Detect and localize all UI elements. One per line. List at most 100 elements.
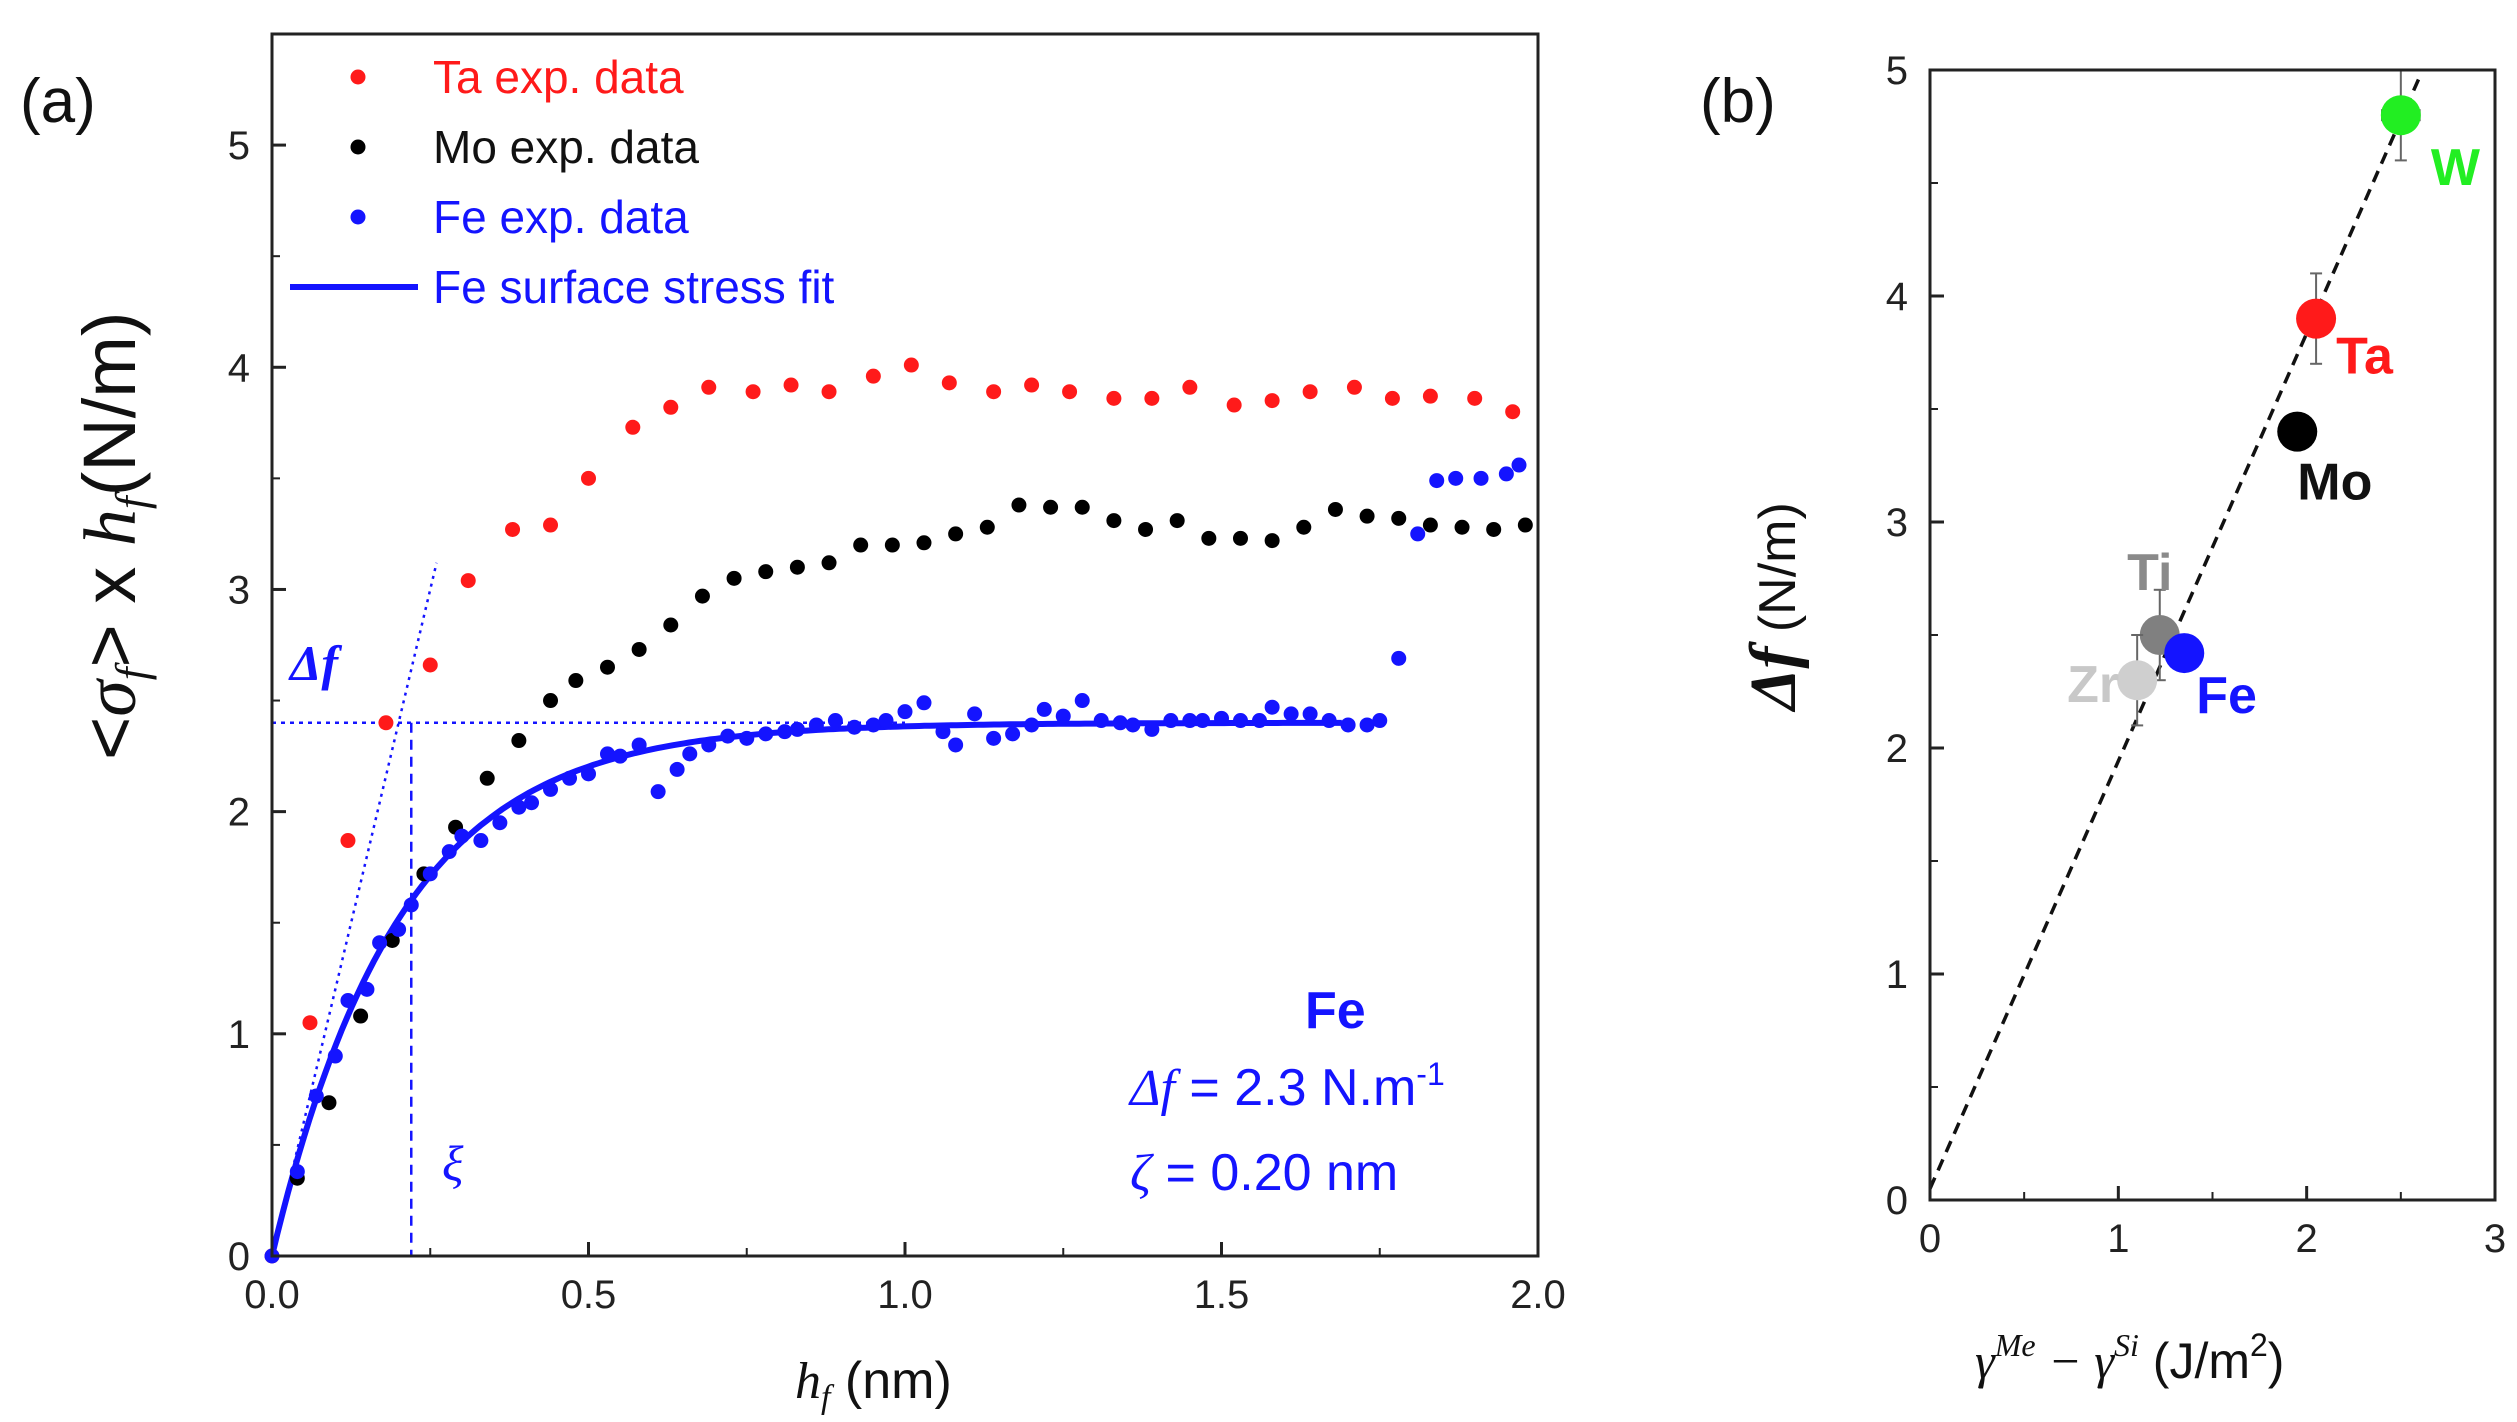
legend-mo-label: Mo exp. data bbox=[433, 121, 699, 173]
mo-data-point bbox=[1106, 513, 1122, 529]
fe-data-point bbox=[1251, 713, 1267, 729]
ta-data-point bbox=[1467, 390, 1483, 406]
fe-data-point bbox=[492, 815, 508, 831]
ta-data-point bbox=[663, 399, 679, 415]
mo-data-point bbox=[979, 519, 995, 535]
panel-a-ylabel: <σf> x hf(N/m) bbox=[68, 311, 157, 760]
element-label-mo: Mo bbox=[2297, 454, 2372, 512]
mo-data-point bbox=[384, 933, 400, 949]
fe-data-point bbox=[878, 713, 894, 729]
fe-data-point bbox=[1302, 706, 1318, 722]
ta-data-point bbox=[865, 368, 881, 384]
element-point-zr bbox=[2117, 660, 2158, 701]
y-tick-label: 2 bbox=[228, 791, 250, 835]
ta-data-point bbox=[340, 833, 356, 849]
mo-data-point bbox=[789, 559, 805, 575]
mo-data-point bbox=[1232, 530, 1248, 546]
fe-data-point bbox=[827, 713, 843, 729]
fe-data-point bbox=[454, 828, 470, 844]
fe-data-point bbox=[967, 706, 983, 722]
ta-data-point bbox=[783, 377, 799, 393]
ta-data-point bbox=[1226, 397, 1242, 413]
panel-b: (b) Δf (N/m) γMe − γSi (J/m2) W Ta Mo Ti Fe Z… bbox=[1700, 49, 2506, 1389]
fe-data-point bbox=[289, 1164, 305, 1180]
ta-data-point bbox=[1264, 393, 1280, 409]
fe-data-point bbox=[359, 981, 375, 997]
fe-data-point bbox=[327, 1048, 343, 1064]
ta-data-point bbox=[460, 573, 476, 589]
fe-data-point bbox=[669, 761, 685, 777]
ta-data-point bbox=[625, 419, 641, 435]
fe-data-point bbox=[739, 730, 755, 746]
panel-a: (a) <σf> x hf(N/m) hf (nm) 0.0 0.5 1.0 1.5 2… bbox=[20, 32, 1566, 1416]
mo-data-point bbox=[1517, 517, 1533, 533]
fe-data-point bbox=[1036, 701, 1052, 717]
fe-data-point bbox=[1448, 470, 1464, 486]
mo-data-point bbox=[1486, 521, 1502, 537]
fe-data-point bbox=[701, 737, 717, 753]
mo-data-point bbox=[511, 733, 527, 749]
mo-data-point bbox=[694, 588, 710, 604]
y-tick-label: 0 bbox=[1886, 1179, 1908, 1223]
mo-data-point bbox=[599, 659, 615, 675]
element-label-zr: Zr bbox=[2067, 656, 2119, 714]
mo-data-point bbox=[1011, 497, 1027, 513]
x-tick-label: 1 bbox=[2107, 1217, 2129, 1261]
mo-data-point bbox=[1264, 533, 1280, 549]
ta-data-point bbox=[701, 379, 717, 395]
fe-data-point bbox=[308, 1088, 324, 1104]
mo-data-point bbox=[1201, 530, 1217, 546]
fe-data-point bbox=[1511, 457, 1527, 473]
initial-slope-guide bbox=[270, 562, 438, 1257]
panel-a-label: (a) bbox=[20, 67, 96, 136]
fe-data-point bbox=[1429, 473, 1445, 489]
ta-data-point bbox=[941, 375, 957, 391]
mo-data-point bbox=[353, 1008, 369, 1024]
y-tick-label: 4 bbox=[1886, 275, 1908, 319]
mo-data-point bbox=[479, 770, 495, 786]
mo-data-point bbox=[1454, 519, 1470, 535]
ta-data-point bbox=[1302, 384, 1318, 400]
ta-data-point bbox=[1062, 384, 1078, 400]
mo-data-point bbox=[1074, 499, 1090, 515]
mo-data-point bbox=[916, 535, 932, 551]
x-tick-label: 2 bbox=[2296, 1217, 2318, 1261]
y-tick-label: 1 bbox=[228, 1013, 250, 1057]
ta-data-point bbox=[745, 384, 761, 400]
fe-data-point bbox=[543, 781, 559, 797]
ta-data-point bbox=[543, 517, 559, 533]
mo-data-point bbox=[726, 570, 742, 586]
mo-data-point bbox=[1169, 513, 1185, 529]
panel-b-marks: W Ta Mo Ti Fe Zr bbox=[1928, 69, 2481, 1190]
fe-data-point bbox=[1410, 526, 1426, 542]
mo-data-point bbox=[631, 641, 647, 657]
legend-ta-marker bbox=[350, 69, 366, 85]
mo-data-point bbox=[821, 555, 837, 571]
mo-data-point bbox=[1043, 499, 1059, 515]
legend-fe-label: Fe exp. data bbox=[433, 191, 689, 243]
fe-data-point bbox=[808, 717, 824, 733]
element-point-ta bbox=[2296, 298, 2337, 339]
fe-data-point bbox=[403, 897, 419, 913]
panel-b-ylabel: Δf (N/m) bbox=[1737, 502, 1810, 713]
element-label-fe: Fe bbox=[2196, 667, 2257, 725]
mo-data-point bbox=[1296, 519, 1312, 535]
panel-a-xlabel: hf (nm) bbox=[795, 1352, 952, 1416]
fe-data-point bbox=[1391, 650, 1407, 666]
fe-data-point bbox=[511, 799, 527, 815]
ta-data-point bbox=[903, 357, 919, 373]
fe-data-point bbox=[599, 746, 615, 762]
y-tick-label: 3 bbox=[1886, 501, 1908, 545]
element-label-w: W bbox=[2431, 139, 2481, 197]
mo-data-point bbox=[1422, 517, 1438, 533]
ta-data-point bbox=[378, 715, 394, 731]
fe-data-point bbox=[1182, 713, 1198, 729]
fe-data-point bbox=[650, 784, 666, 800]
x-tick-label: 1.0 bbox=[877, 1273, 933, 1317]
ta-data-point bbox=[422, 657, 438, 673]
fe-data-point bbox=[1283, 706, 1299, 722]
annotation-delta-f: Δf = 2.3 N.m-1 bbox=[1128, 1056, 1445, 1117]
x-tick-label: 0 bbox=[1919, 1217, 1941, 1261]
annotation-title: Fe bbox=[1305, 982, 1366, 1040]
